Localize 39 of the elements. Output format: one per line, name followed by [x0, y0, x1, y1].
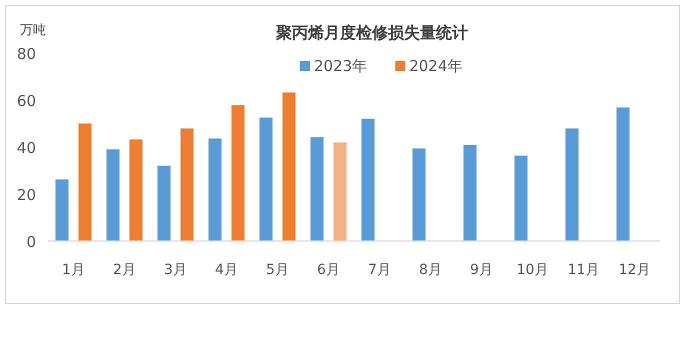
- x-tick-label: 2月: [113, 262, 136, 278]
- bar: [362, 118, 374, 241]
- bar: [412, 148, 426, 241]
- x-tick-label: 12月: [618, 262, 650, 278]
- bar: [566, 128, 578, 241]
- y-tick-label: 40: [16, 139, 36, 157]
- bar: [616, 108, 630, 241]
- bar: [180, 128, 194, 241]
- bar: [106, 149, 120, 241]
- legend-label: 2023年: [314, 57, 368, 75]
- x-tick-label: 8月: [419, 262, 442, 278]
- x-tick-label: 3月: [164, 262, 187, 278]
- y-tick-label: 0: [26, 233, 36, 251]
- bar: [514, 156, 528, 241]
- bar: [310, 137, 324, 241]
- bar: [282, 92, 296, 241]
- y-tick-label: 20: [16, 186, 36, 204]
- chart-title: 聚丙烯月度检修损失量统计: [275, 23, 468, 42]
- x-tick-label: 9月: [470, 262, 493, 278]
- x-tick-label: 10月: [516, 262, 548, 278]
- x-tick-label: 5月: [266, 262, 289, 278]
- bar: [232, 105, 244, 241]
- bar: [464, 144, 476, 241]
- y-tick-label: 80: [16, 45, 36, 63]
- bar: [130, 139, 142, 241]
- bar: [334, 142, 346, 241]
- bar: [56, 179, 68, 241]
- bar: [260, 118, 272, 241]
- x-tick-label: 1月: [62, 262, 85, 278]
- x-tick-label: 11月: [568, 262, 600, 278]
- bar: [208, 138, 222, 241]
- x-tick-label: 4月: [215, 262, 238, 278]
- y-tick-label: 60: [16, 92, 36, 110]
- legend-label: 2024年: [409, 57, 462, 75]
- bar: [158, 166, 170, 241]
- y-axis-title: 万吨: [20, 23, 46, 38]
- bar: [78, 124, 92, 241]
- x-tick-label: 6月: [317, 262, 340, 278]
- x-tick-label: 7月: [368, 262, 391, 278]
